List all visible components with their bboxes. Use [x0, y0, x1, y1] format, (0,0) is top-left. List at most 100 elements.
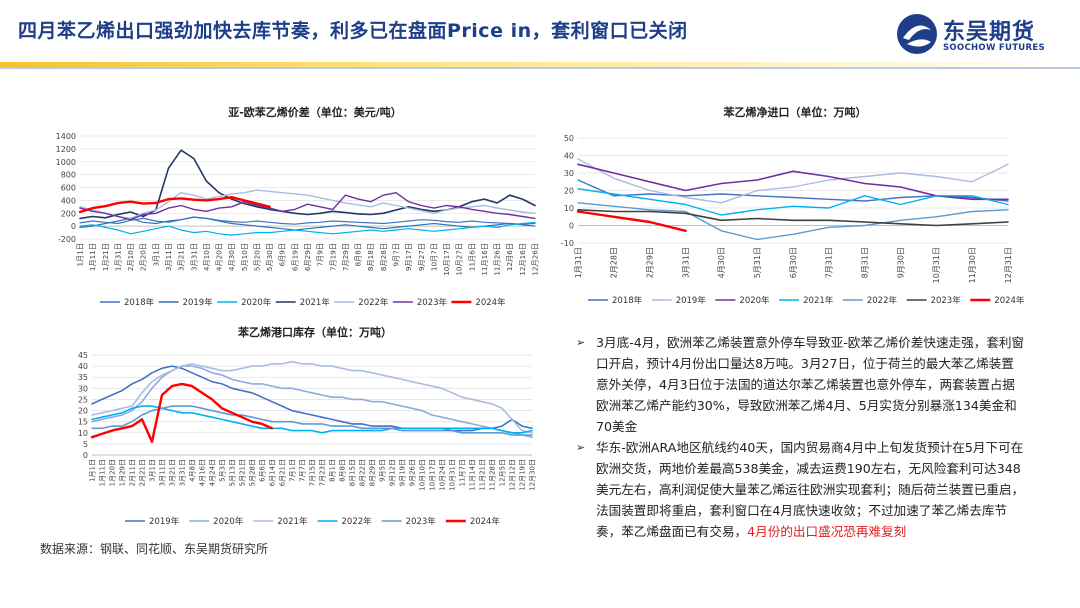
spread-chart: -200 0 200 400 600 800 1000 1200 1400 1月1日 1月11日 1月… [56, 132, 540, 308]
x-tick-label: 12月16日 [518, 243, 527, 276]
analysis-bullet-1-text: 3月底-4月，欧洲苯乙烯装置意外停车导致亚-欧苯乙烯价差快速走强，套利窗口开启，… [596, 335, 1025, 434]
series-line-2019年 [91, 365, 533, 432]
x-tick-label: 10月31日 [932, 247, 941, 283]
x-tick-label: 8月31日 [860, 247, 869, 278]
x-tick-label: 9月12日 [388, 459, 396, 486]
x-tick-label: 9月7日 [391, 243, 400, 267]
x-tick-label: 10月31日 [448, 459, 456, 491]
y-tick-label: 45 [78, 351, 88, 360]
x-tick-label: 7月15日 [308, 459, 316, 486]
x-tick-label: 8月28日 [379, 243, 388, 271]
legend-label: 2022年 [358, 297, 389, 308]
x-tick-label: 5月13日 [228, 459, 236, 486]
x-tick-label: 6月30日 [789, 247, 798, 278]
x-tick-label: 3月31日 [178, 459, 186, 486]
analysis-textbox: ➢ 3月底-4月，欧洲苯乙烯装置意外停车导致亚-欧苯乙烯价差快速走强，套利窗口开… [574, 332, 1026, 547]
x-tick-label: 1月1日 [88, 459, 96, 482]
x-tick-label: 7月31日 [825, 247, 834, 278]
y-tick-label: 30 [78, 384, 88, 393]
x-tick-label: 10月17日 [442, 243, 451, 276]
series-line-2024年 [78, 195, 271, 214]
x-tick-label: 7月19日 [328, 243, 337, 271]
x-tick-label: 1月29日 [118, 459, 126, 486]
series-line-2022年 [91, 405, 533, 434]
x-tick-label: 10月24日 [438, 459, 446, 491]
x-tick-label: 10月17日 [428, 459, 436, 491]
x-tick-label: 12月12日 [508, 459, 516, 491]
analysis-bullet-2: ➢ 华东-欧洲ARA地区航线约40天，国内贸易商4月中上旬发货预计在5月下可在欧… [574, 437, 1026, 542]
legend-label: 2021年 [300, 297, 331, 308]
y-tick-label: 10 [78, 429, 88, 438]
x-tick-label: 9月5日 [378, 459, 386, 482]
legend-label: 2022年 [867, 295, 898, 306]
x-tick-label: 8月18日 [366, 243, 375, 271]
header-accent-rule [0, 62, 1080, 67]
legend-label: 2019年 [676, 295, 707, 306]
legend-label: 2024年 [470, 516, 501, 527]
x-tick-label: 9月19日 [398, 459, 406, 486]
spread-chart-title: 亚-欧苯乙烯价差（单位：美元/吨） [228, 106, 402, 119]
x-tick-label: 11月7日 [458, 459, 466, 486]
y-tick-label: 20 [564, 187, 574, 196]
x-tick-label: 9月17日 [404, 243, 413, 271]
series-line-2022年 [79, 189, 536, 220]
y-tick-label: 20 [78, 407, 88, 416]
legend-label: 2018年 [612, 295, 643, 306]
x-tick-label: 4月30日 [717, 247, 726, 278]
y-tick-label: 1000 [56, 158, 76, 167]
data-source-note: 数据来源：钢联、同花顺、东吴期货研究所 [40, 542, 269, 556]
x-tick-label: 2月10日 [126, 243, 135, 271]
legend-label: 2019年 [183, 297, 214, 308]
legend-label: 2019年 [149, 516, 180, 527]
arrow-bullet-icon: ➢ [576, 441, 586, 454]
y-tick-label: 5 [83, 440, 88, 449]
x-tick-label: 4月20日 [215, 243, 224, 271]
legend-label: 2021年 [803, 295, 834, 306]
legend-label: 2020年 [213, 516, 244, 527]
legend-label: 2018年 [124, 297, 155, 308]
x-tick-label: 6月9日 [278, 243, 287, 267]
y-tick-label: 50 [564, 134, 574, 143]
x-tick-label: 2月20日 [139, 243, 148, 271]
x-tick-label: 11月26日 [493, 243, 502, 276]
legend-label: 2023年 [406, 516, 437, 527]
page-title: 四月苯乙烯出口强劲加快去库节奏，利多已在盘面Price in，套利窗口已关闭 [18, 20, 688, 42]
y-tick-label: 800 [61, 171, 76, 180]
x-tick-label: 8月22日 [358, 459, 366, 486]
y-tick-label: 0 [569, 222, 574, 231]
y-tick-label: 600 [61, 184, 76, 193]
inventory-chart-title: 苯乙烯港口库存（单位：万吨） [238, 326, 392, 339]
x-tick-label: 2月21日 [138, 459, 146, 486]
x-tick-label: 8月15日 [348, 459, 356, 486]
x-tick-label: 9月30日 [896, 247, 905, 278]
x-tick-label: 7月7日 [298, 459, 306, 482]
company-logo: 东吴期货 SOOCHOW FUTURES [895, 12, 1070, 58]
x-tick-label: 3月31日 [681, 247, 690, 278]
series-line-2023年 [577, 209, 1009, 227]
x-tick-label: 11月14日 [468, 459, 476, 491]
x-tick-label: 6月19日 [290, 243, 299, 271]
x-tick-label: 12月31日 [1004, 247, 1013, 283]
series-line-2024年 [90, 382, 274, 443]
legend-label: 2021年 [277, 516, 308, 527]
series-line-2019年 [577, 158, 1009, 204]
header-divider [0, 67, 1080, 69]
header-band: 四月苯乙烯出口强劲加快去库节奏，利多已在盘面Price in，套利窗口已关闭 东… [0, 0, 1080, 72]
x-tick-label: 10月7日 [429, 243, 438, 271]
x-tick-label: 4月30日 [227, 243, 236, 271]
x-tick-label: 11月6日 [467, 243, 476, 271]
series-line-2020年 [79, 221, 536, 236]
x-tick-label: 5月10日 [240, 243, 249, 271]
x-tick-label: 3月31日 [189, 243, 198, 271]
x-tick-label: 12月26日 [531, 243, 540, 276]
y-tick-label: 15 [78, 418, 88, 427]
x-tick-label: 11月16日 [480, 243, 489, 276]
y-tick-label: -200 [58, 235, 76, 244]
soochow-logo-icon [897, 14, 937, 54]
series-line-2022年 [577, 202, 1009, 241]
x-tick-label: 10月27日 [455, 243, 464, 276]
x-tick-label: 3月21日 [177, 243, 186, 271]
legend-label: 2020年 [739, 295, 770, 306]
x-tick-label: 2月11日 [128, 459, 136, 486]
x-tick-label: 3月11日 [164, 243, 173, 271]
